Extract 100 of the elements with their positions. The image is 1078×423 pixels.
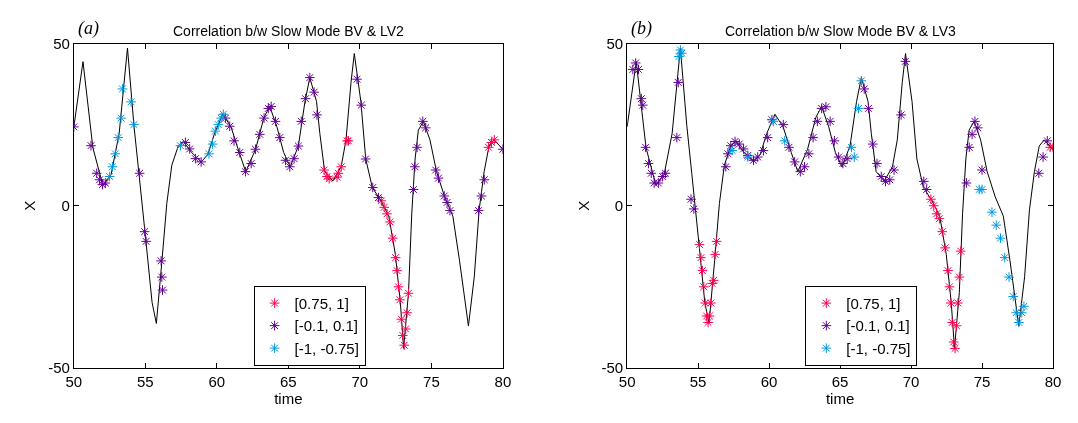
point <box>288 153 300 164</box>
point <box>240 166 251 177</box>
point <box>335 161 347 173</box>
point <box>378 202 390 213</box>
point <box>280 154 291 166</box>
x-tick-label: 60 <box>760 372 778 390</box>
point <box>711 236 722 247</box>
point <box>695 252 707 263</box>
y-axis-title: X <box>21 200 39 211</box>
legend-label: [-0.1, 0.1] <box>846 317 910 335</box>
text: (b) <box>631 18 652 39</box>
point <box>934 213 945 224</box>
point <box>417 116 429 127</box>
x-tick-label: 60 <box>208 372 226 390</box>
point <box>955 245 967 257</box>
point <box>694 239 705 250</box>
point <box>311 109 323 121</box>
point <box>995 232 1006 244</box>
legend-label: [-1, -0.75] <box>294 339 359 357</box>
point <box>999 252 1011 263</box>
point <box>398 339 410 351</box>
point <box>373 192 384 203</box>
point <box>293 140 304 152</box>
point <box>944 281 955 293</box>
point <box>400 323 411 335</box>
point <box>928 200 940 212</box>
x-tick-label: 65 <box>280 372 297 390</box>
x-tick-label: 55 <box>137 372 154 390</box>
point <box>245 158 257 169</box>
point <box>697 265 708 276</box>
point <box>217 108 229 120</box>
point <box>430 164 441 176</box>
point <box>156 271 168 283</box>
point <box>394 294 406 306</box>
y-tick-label: 0 <box>61 196 70 214</box>
point <box>986 206 998 218</box>
legend-label: [-1, -0.75] <box>846 339 911 357</box>
point <box>952 297 964 309</box>
point <box>393 281 404 293</box>
point <box>925 193 937 205</box>
point <box>184 143 195 155</box>
x-tick-label: 65 <box>831 372 849 390</box>
x-tick-label: 70 <box>351 372 369 390</box>
point <box>104 171 115 182</box>
point <box>384 216 396 228</box>
point <box>274 132 286 143</box>
point <box>949 343 961 354</box>
point <box>351 73 363 85</box>
point <box>945 297 957 309</box>
point <box>438 190 450 202</box>
chart-title: Correlation b/w Slow Mode BV & LV3 <box>725 23 957 39</box>
point <box>1013 317 1025 328</box>
point <box>333 167 344 179</box>
point <box>1007 291 1019 302</box>
point <box>234 147 246 158</box>
point <box>360 153 371 165</box>
point <box>112 132 124 143</box>
x-axis-title: time <box>825 389 855 407</box>
point <box>175 140 186 151</box>
point <box>856 75 867 87</box>
point <box>939 242 951 254</box>
point <box>155 255 167 267</box>
point <box>441 197 453 208</box>
y-tick-label: 0 <box>614 196 624 214</box>
point <box>779 135 791 147</box>
point <box>139 226 150 237</box>
y-axis-title: X <box>574 200 592 211</box>
point <box>258 112 270 124</box>
point <box>931 208 942 220</box>
point <box>157 284 168 296</box>
point <box>396 313 407 325</box>
point <box>376 195 387 207</box>
point <box>134 167 145 179</box>
point <box>128 119 140 130</box>
x-tick-label: 75 <box>423 372 440 390</box>
point <box>946 317 958 328</box>
point <box>403 287 414 299</box>
point <box>473 205 484 216</box>
legend-label: [0.75, 1] <box>294 294 349 312</box>
point <box>367 182 379 193</box>
point <box>1003 271 1015 283</box>
point <box>215 112 227 124</box>
point <box>433 172 444 184</box>
point <box>848 151 860 163</box>
point <box>483 142 494 153</box>
point <box>411 142 423 153</box>
legend-label: [0.75, 1] <box>846 294 901 312</box>
point <box>709 249 721 260</box>
point <box>381 208 393 220</box>
point <box>210 125 221 137</box>
point <box>107 161 118 173</box>
point <box>673 51 685 62</box>
point <box>479 174 490 186</box>
point <box>476 190 487 202</box>
point <box>408 184 419 195</box>
point <box>140 236 152 247</box>
point <box>91 167 103 179</box>
x-tick-label: 70 <box>902 372 920 390</box>
x-tick-label: 55 <box>689 372 707 390</box>
x-axis-title: time <box>274 389 303 407</box>
